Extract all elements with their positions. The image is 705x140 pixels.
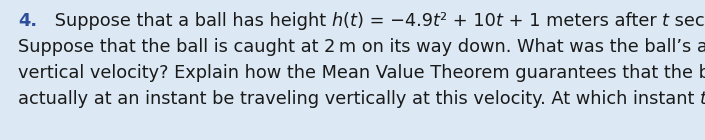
Text: t: t (350, 12, 357, 30)
Text: t: t (433, 12, 440, 30)
Text: vertical velocity? Explain how the Mean Value Theorem guarantees that the ball w: vertical velocity? Explain how the Mean … (18, 64, 705, 82)
Text: 4.: 4. (18, 12, 37, 30)
Text: Suppose that a ball has height: Suppose that a ball has height (37, 12, 332, 30)
Text: t: t (700, 90, 705, 108)
Text: ) = −4.9: ) = −4.9 (357, 12, 433, 30)
Text: t: t (496, 12, 503, 30)
Text: actually at an instant be traveling vertically at this velocity. At which instan: actually at an instant be traveling vert… (18, 90, 700, 108)
Text: ² + 10: ² + 10 (440, 12, 496, 30)
Text: (: ( (343, 12, 350, 30)
Text: seconds.: seconds. (669, 12, 705, 30)
Text: Suppose that the ball is caught at 2 m on its way down. What was the ball’s aver: Suppose that the ball is caught at 2 m o… (18, 38, 705, 56)
Text: + 1 meters after: + 1 meters after (503, 12, 662, 30)
Text: h: h (332, 12, 343, 30)
Text: t: t (662, 12, 669, 30)
